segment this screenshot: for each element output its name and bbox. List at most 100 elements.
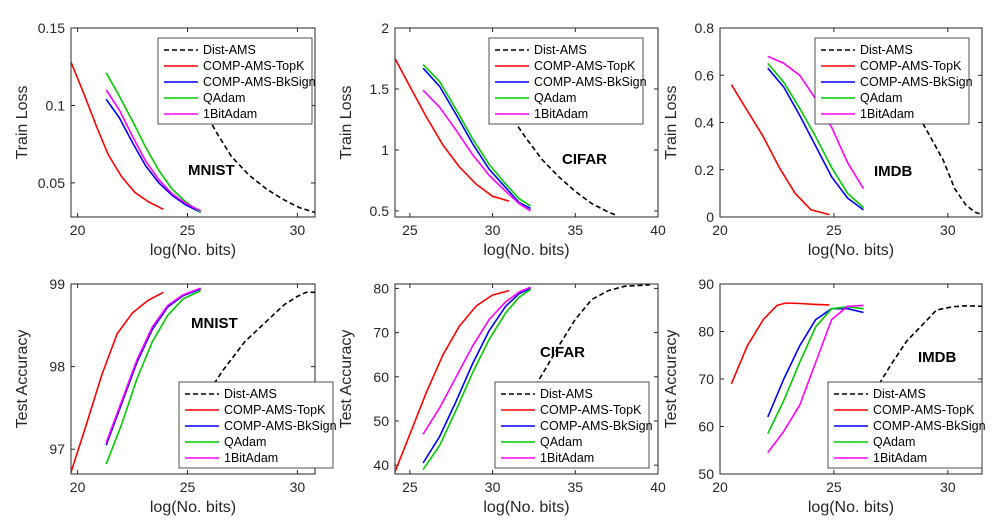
y-axis-label: Train Loss <box>338 85 355 159</box>
x-tick-label: 20 <box>712 222 728 238</box>
dataset-annotation: CIFAR <box>562 151 607 168</box>
y-tick-label: 99 <box>49 276 65 292</box>
series-line-comp-ams-topk <box>730 302 830 385</box>
y-axis-label: Train Loss <box>663 85 680 159</box>
x-tick-label: 25 <box>180 222 196 238</box>
x-tick-label: 25 <box>180 479 196 495</box>
series-line-qadam <box>422 288 532 471</box>
y-tick-label: 70 <box>373 325 389 341</box>
legend-entry: Dist-AMS <box>203 43 256 57</box>
series-group <box>395 284 650 473</box>
series-line-comp-ams-topk <box>395 289 510 473</box>
series-line-dist-ams <box>874 304 982 392</box>
legend: Dist-AMS COMP-AMS-TopK COMP-AMS-BkSign QAda… <box>157 37 316 125</box>
chart-panel-4: 20 25 30 97 98 99 log(No. bits) Test Accuracy MN… <box>14 276 337 516</box>
x-tick-label: 30 <box>485 222 501 238</box>
legend-entry: COMP-AMS-BkSign <box>224 419 337 433</box>
series-line-dist-ams <box>508 112 616 216</box>
y-tick-label: 0.6 <box>695 67 715 83</box>
x-tick-label: 25 <box>402 222 418 238</box>
series-line-comp-ams-bksign <box>767 307 864 418</box>
y-axis-label: Train Loss <box>14 85 31 159</box>
series-line-1bitadam <box>105 89 202 212</box>
x-tick-label: 35 <box>568 479 584 495</box>
x-tick-label: 25 <box>402 479 418 495</box>
series-line-comp-ams-bksign <box>422 67 531 210</box>
series-line-comp-ams-topk <box>730 84 830 216</box>
series-line-comp-ams-topk <box>395 58 510 202</box>
series-line-1bitadam <box>767 304 864 454</box>
legend-entry: QAdam <box>873 435 915 449</box>
y-tick-label: 0.1 <box>46 97 66 113</box>
x-tick-label: 20 <box>70 479 86 495</box>
legend-entry: Dist-AMS <box>873 387 926 401</box>
series-line-dist-ams <box>878 46 982 216</box>
legend-box <box>494 381 650 469</box>
series-line-comp-ams-topk <box>71 291 164 473</box>
legend-box <box>157 37 313 125</box>
y-tick-label: 90 <box>698 276 714 292</box>
chart-panel-5: 25 30 35 40 40 50 60 70 80 log(No. bits) Test Accu… <box>338 280 666 516</box>
legend: Dist-AMS COMP-AMS-TopK COMP-AMS-BkSign QAda… <box>814 37 973 125</box>
x-axis-label: log(No. bits) <box>150 242 236 259</box>
legend-entry: COMP-AMS-BkSign <box>203 75 316 89</box>
legend-entry: QAdam <box>203 91 245 105</box>
x-tick-label: 30 <box>940 479 956 495</box>
legend: Dist-AMS COMP-AMS-TopK COMP-AMS-BkSign QAda… <box>178 381 337 469</box>
legend-entry: 1BitAdam <box>873 451 927 465</box>
x-axis-label: log(No. bits) <box>808 499 894 516</box>
y-tick-label: 50 <box>373 413 389 429</box>
y-tick-label: 60 <box>373 369 389 385</box>
legend-box <box>827 381 983 469</box>
legend-entry: 1BitAdam <box>534 107 588 121</box>
dataset-annotation: CIFAR <box>540 344 585 361</box>
legend-entry: 1BitAdam <box>860 107 914 121</box>
y-tick-label: 80 <box>373 280 389 296</box>
y-tick-label: 0.05 <box>38 175 65 191</box>
dataset-annotation: IMDB <box>918 349 956 366</box>
dataset-annotation: MNIST <box>188 162 235 179</box>
legend-entry: Dist-AMS <box>540 387 593 401</box>
series-line-qadam <box>105 289 202 465</box>
legend-box <box>814 37 970 125</box>
series-group <box>71 287 315 473</box>
x-tick-label: 30 <box>290 222 306 238</box>
x-tick-label: 30 <box>290 479 306 495</box>
chart-panel-1: 20 25 30 0.05 0.1 0.15 log(No. bits) Train Loss… <box>14 20 316 259</box>
series-line-qadam <box>422 64 532 207</box>
y-tick-label: 97 <box>49 441 65 457</box>
x-axis-label: log(No. bits) <box>483 242 569 259</box>
legend-entry: Dist-AMS <box>224 387 277 401</box>
x-tick-label: 35 <box>568 222 584 238</box>
legend-entry: COMP-AMS-BkSign <box>860 75 973 89</box>
legend: Dist-AMS COMP-AMS-TopK COMP-AMS-BkSign QAda… <box>488 37 647 125</box>
legend-entry: COMP-AMS-TopK <box>534 59 636 73</box>
legend: Dist-AMS COMP-AMS-TopK COMP-AMS-BkSign QAda… <box>827 381 986 469</box>
legend-box <box>488 37 644 125</box>
y-tick-label: 1 <box>381 142 389 158</box>
series-line-dist-ams <box>529 284 650 393</box>
series-line-comp-ams-bksign <box>105 98 202 214</box>
x-tick-label: 20 <box>70 222 86 238</box>
dataset-annotation: MNIST <box>191 315 238 332</box>
dataset-annotation: IMDB <box>874 163 912 180</box>
series-line-qadam <box>767 62 865 209</box>
series-line-1bitadam <box>105 287 201 443</box>
legend-entry: QAdam <box>540 435 582 449</box>
y-tick-label: 40 <box>373 457 389 473</box>
legend-entry: COMP-AMS-TopK <box>873 403 975 417</box>
series-line-qadam <box>105 72 202 214</box>
y-tick-label: 0 <box>706 209 714 225</box>
legend: Dist-AMS COMP-AMS-TopK COMP-AMS-BkSign QAda… <box>494 381 653 469</box>
x-tick-label: 30 <box>940 222 956 238</box>
series-line-comp-ams-bksign <box>422 287 531 464</box>
chart-panel-3: 20 25 30 0 0.2 0.4 0.6 0.8 log(No. bits) Train Lo… <box>663 20 983 259</box>
y-tick-label: 0.5 <box>370 203 390 219</box>
legend-entry: 1BitAdam <box>203 107 257 121</box>
legend-entry: COMP-AMS-TopK <box>540 403 642 417</box>
x-tick-label: 25 <box>826 479 842 495</box>
legend-entry: Dist-AMS <box>534 43 587 57</box>
chart-panel-2: 25 30 35 40 0.5 1 1.5 2 log(No. bits) Train Loss C… <box>338 20 666 259</box>
y-tick-label: 0.15 <box>38 20 65 36</box>
